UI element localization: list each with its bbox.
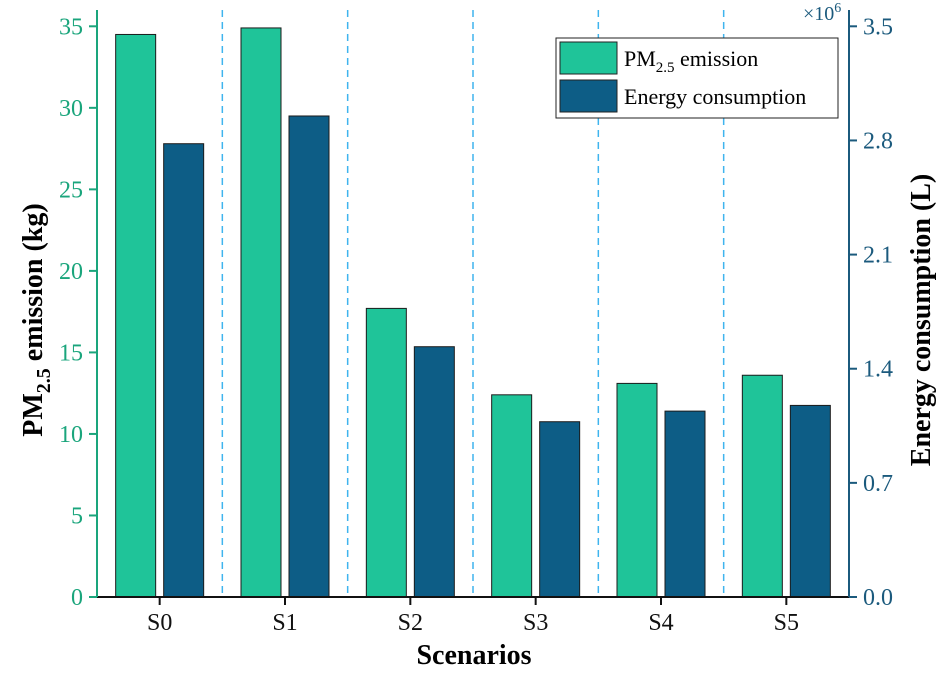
y-right-tick-label: 2.8 [863, 128, 893, 154]
bar-energy-s3 [539, 421, 581, 598]
y-right-tick-label: 1.4 [863, 357, 893, 383]
y-right-tick-label: 0.7 [863, 471, 893, 497]
x-tick-label: S3 [523, 610, 548, 636]
bar-energy-s5 [789, 404, 831, 598]
bar-pm25-s2 [365, 307, 407, 598]
y-left-tick-label: 25 [59, 177, 83, 203]
legend-swatch-energy [559, 79, 618, 113]
x-tick-label: S5 [774, 610, 799, 636]
y-left-tick-label: 5 [71, 503, 83, 529]
y-left-tick-label: 15 [59, 340, 83, 366]
bar-energy-s0 [163, 143, 205, 598]
legend-swatch-pm25 [559, 41, 618, 75]
bar-pm25-s3 [491, 394, 533, 598]
y-right-tick-label: 3.5 [863, 14, 893, 40]
x-tick-label: S1 [272, 610, 297, 636]
x-tick-label: S4 [648, 610, 673, 636]
legend: PM2.5 emission Energy consumption [555, 37, 839, 119]
y-left-tick-label: 35 [59, 14, 83, 40]
bars-group [115, 27, 831, 598]
bar-energy-s2 [413, 346, 455, 598]
x-tick-label: S2 [398, 610, 423, 636]
y-left-tick-label: 20 [59, 259, 83, 285]
bar-energy-s1 [288, 115, 330, 598]
y-left-tick-label: 10 [59, 422, 83, 448]
legend-label-pm25: PM2.5 emission [624, 46, 758, 76]
y-axis-left-title: PM2.5 emission (kg) [18, 203, 55, 436]
y-axis-right-title: Energy consumption (L) [906, 174, 937, 466]
y-right-tick-label: 0.0 [863, 585, 893, 611]
legend-label-energy: Energy consumption [624, 84, 806, 109]
y-right-tick-label: 2.1 [863, 243, 893, 269]
bar-energy-s4 [664, 410, 706, 598]
x-axis-title: Scenarios [416, 640, 531, 668]
bar-pm25-s0 [115, 33, 157, 598]
bar-pm25-s5 [741, 374, 783, 598]
bar-pm25-s4 [616, 382, 658, 598]
y-left-tick-label: 0 [71, 585, 83, 611]
ticks-group: S0 S1 S2 S3 S4 S5 0 5 10 15 20 25 30 35 0.0 0.7 1.4 2.1 2.… [59, 14, 893, 636]
right-axis-multiplier: ×106 [803, 1, 841, 25]
bar-pm25-s1 [240, 27, 282, 598]
y-left-tick-label: 30 [59, 96, 83, 122]
x-tick-label: S0 [147, 610, 172, 636]
